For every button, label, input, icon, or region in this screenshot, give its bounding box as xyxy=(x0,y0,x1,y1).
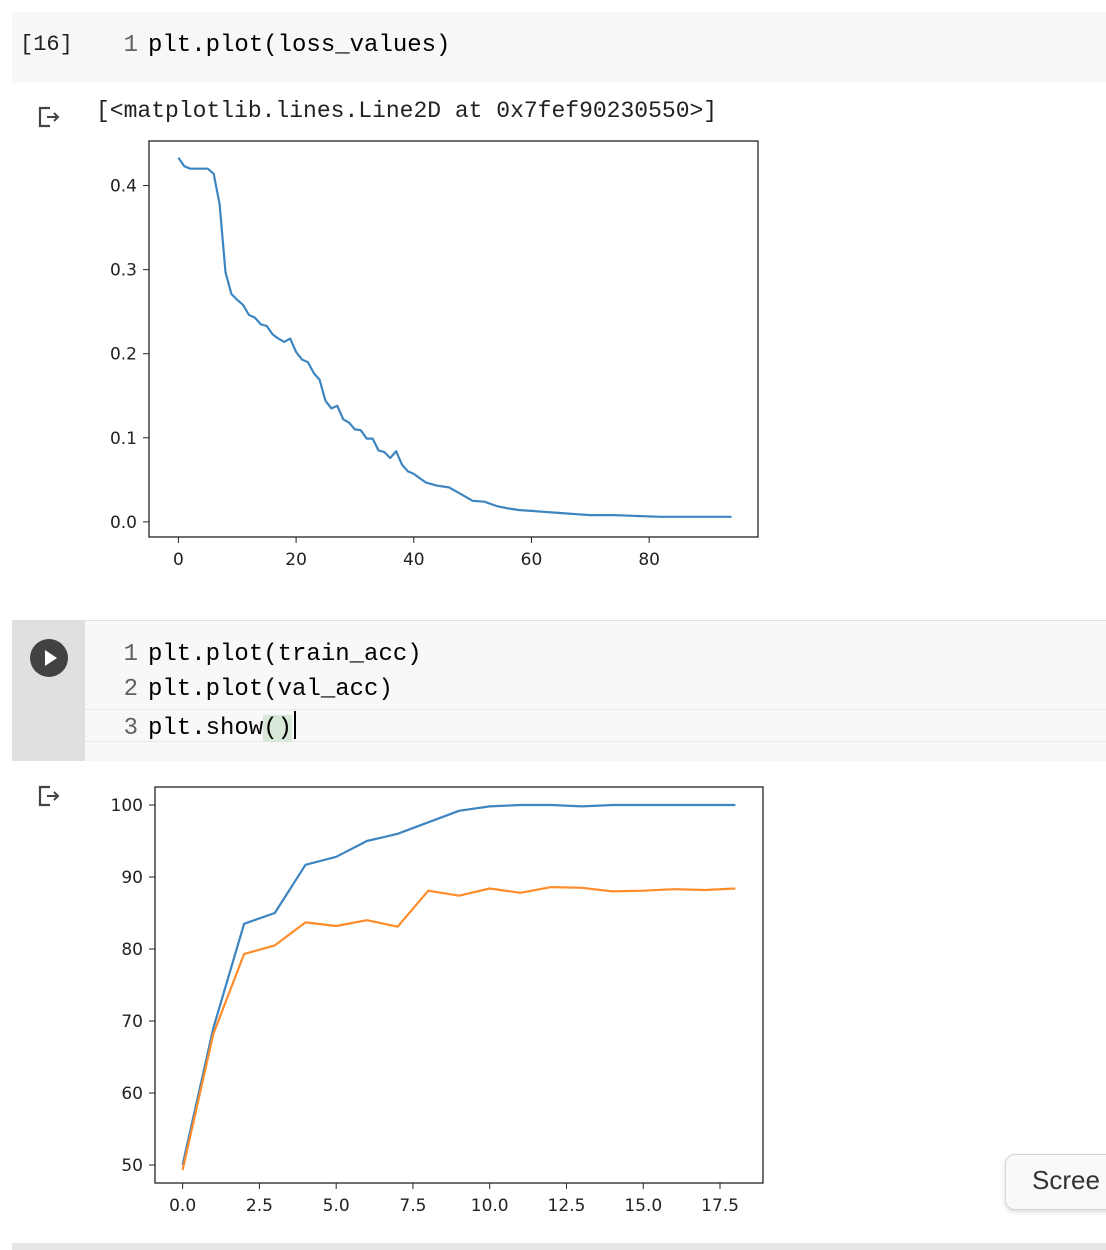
series-line-1 xyxy=(177,157,732,518)
code-text: plt.plot(val_acc) xyxy=(148,676,393,703)
code-cell-1[interactable]: [16] 1 plt.plot(loss_values) xyxy=(12,12,1106,82)
x-tick-label: 2.5 xyxy=(246,1196,273,1216)
line-divider xyxy=(85,709,1106,710)
x-tick-label: 10.0 xyxy=(471,1196,509,1216)
y-tick-label: 0.4 xyxy=(110,177,137,197)
line-number: 2 xyxy=(123,676,138,703)
x-tick-label: 0.0 xyxy=(169,1196,196,1216)
output-arrow-icon[interactable] xyxy=(36,105,64,134)
code-editor[interactable] xyxy=(85,621,1106,761)
x-tick-label: 20 xyxy=(285,550,307,570)
y-tick-label: 100 xyxy=(111,796,143,816)
y-tick-label: 80 xyxy=(121,940,143,960)
y-tick-label: 0.1 xyxy=(110,429,137,449)
code-line-1[interactable]: 1 plt.plot(train_acc) xyxy=(112,641,422,668)
x-tick-label: 80 xyxy=(638,550,660,570)
line-number: 1 xyxy=(123,641,138,668)
code-text: plt.plot(loss_values) xyxy=(148,32,451,59)
cell-gutter xyxy=(12,621,85,761)
y-tick-label: 90 xyxy=(121,868,143,888)
screen-reader-button[interactable]: Scree xyxy=(1005,1154,1106,1210)
y-tick-label: 50 xyxy=(121,1156,143,1176)
x-tick-label: 5.0 xyxy=(323,1196,350,1216)
code-cell-2[interactable]: 1 plt.plot(train_acc) 2 plt.plot(val_acc) … xyxy=(12,620,1106,761)
plot-frame xyxy=(148,140,759,538)
code-text: plt.plot(train_acc) xyxy=(148,641,422,668)
y-tick-label: 0.2 xyxy=(110,345,137,365)
execution-count: [16] xyxy=(20,32,73,57)
x-tick-label: 17.5 xyxy=(701,1196,739,1216)
x-tick-label: 40 xyxy=(403,550,425,570)
text-cursor xyxy=(294,711,297,739)
x-tick-label: 60 xyxy=(521,550,543,570)
line-number: 3 xyxy=(123,715,138,742)
code-line-3[interactable]: 3 plt.show() xyxy=(112,711,297,742)
x-tick-label: 7.5 xyxy=(399,1196,426,1216)
code-line-1[interactable]: 1 plt.plot(loss_values) xyxy=(112,32,451,59)
x-tick-label: 12.5 xyxy=(548,1196,586,1216)
y-tick-label: 0.3 xyxy=(110,261,137,281)
matched-brackets: () xyxy=(263,715,293,742)
plot-frame xyxy=(154,786,764,1184)
screen-reader-label: Scree xyxy=(1032,1165,1100,1195)
line-number: 1 xyxy=(123,32,138,59)
bottom-edge xyxy=(12,1243,1106,1250)
code-text: plt.show xyxy=(148,715,264,742)
code-line-2[interactable]: 2 plt.plot(val_acc) xyxy=(112,676,393,703)
output-text: [<matplotlib.lines.Line2D at 0x7fef90230… xyxy=(96,98,718,124)
play-icon[interactable] xyxy=(30,639,68,677)
y-tick-label: 60 xyxy=(121,1084,143,1104)
series-line-1 xyxy=(181,803,736,1166)
y-tick-label: 0.0 xyxy=(110,513,137,533)
series-line-2 xyxy=(181,885,736,1171)
y-tick-label: 70 xyxy=(121,1012,143,1032)
x-tick-label: 0 xyxy=(173,550,184,570)
x-tick-label: 15.0 xyxy=(624,1196,662,1216)
output-arrow-icon[interactable] xyxy=(36,784,64,813)
line-divider xyxy=(85,741,1106,742)
